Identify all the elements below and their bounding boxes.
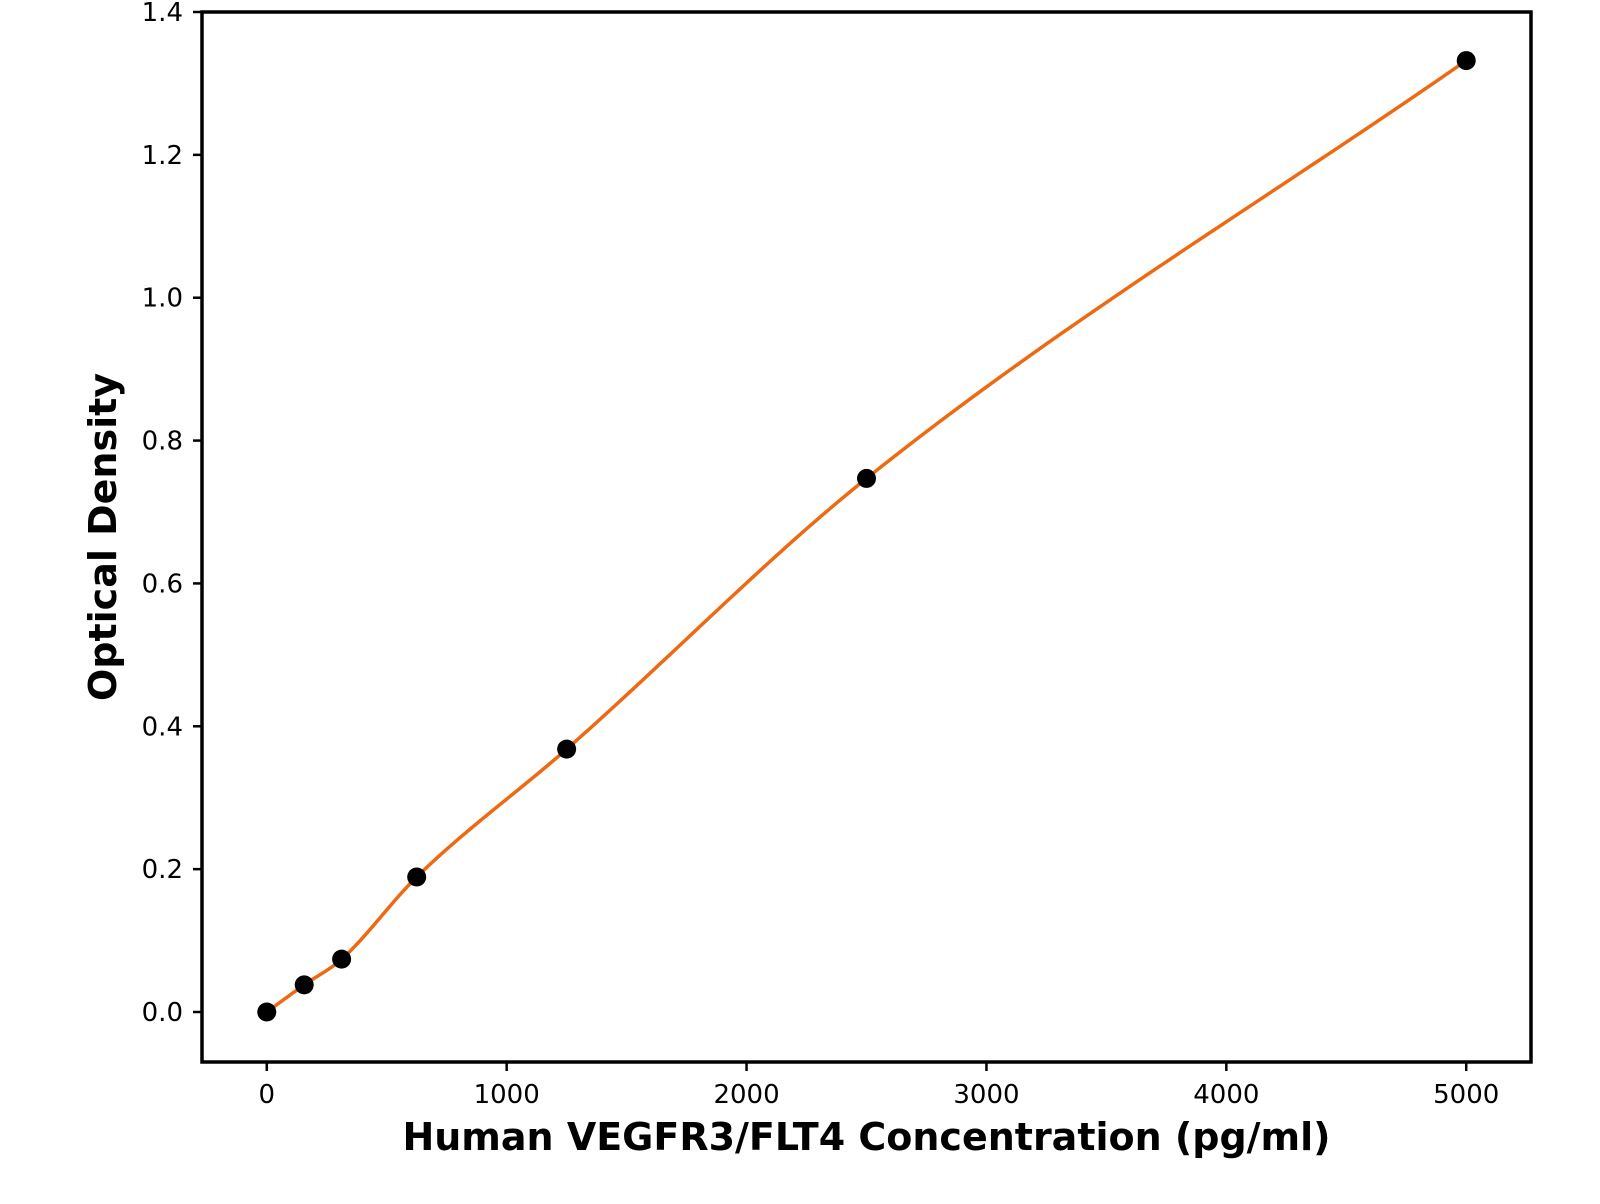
x-tick-label: 4000 bbox=[1193, 1080, 1259, 1110]
x-tick-label: 0 bbox=[258, 1080, 275, 1110]
x-tick-label: 3000 bbox=[953, 1080, 1019, 1110]
data-points-layer bbox=[257, 51, 1476, 1022]
y-tick-label: 0.8 bbox=[142, 427, 183, 457]
x-tick-label: 5000 bbox=[1433, 1080, 1499, 1110]
data-point bbox=[294, 975, 314, 995]
y-tick-label: 0.6 bbox=[142, 569, 183, 599]
y-tick-label: 0.4 bbox=[142, 712, 183, 742]
y-axis-title: Optical Density bbox=[81, 373, 125, 701]
data-point bbox=[407, 867, 427, 887]
fit-curve bbox=[265, 58, 1468, 1014]
y-tick-label: 1.2 bbox=[142, 141, 183, 171]
y-tick-label: 1.4 bbox=[142, 0, 183, 28]
y-axis-ticks: 0.0 0.2 0.4 0.6 0.8 1.0 1.2 1.4 bbox=[142, 0, 202, 1028]
data-point bbox=[857, 468, 876, 488]
x-tick-label: 2000 bbox=[713, 1080, 779, 1110]
plot-frame bbox=[200, 10, 1533, 1064]
data-point bbox=[557, 739, 577, 759]
fit-curve-layer bbox=[265, 58, 1468, 1014]
y-tick-label: 1.0 bbox=[142, 284, 183, 314]
data-point bbox=[257, 1002, 277, 1022]
x-axis-title: Human VEGFR3/FLT4 Concentration (pg/ml) bbox=[402, 1115, 1330, 1159]
y-tick-label: 0.2 bbox=[142, 855, 183, 885]
x-axis-ticks: 0 1000 2000 3000 4000 5000 bbox=[258, 1062, 1499, 1110]
x-tick-label: 1000 bbox=[474, 1080, 540, 1110]
data-point bbox=[1456, 51, 1476, 71]
data-point bbox=[332, 949, 352, 969]
y-tick-label: 0.0 bbox=[142, 998, 183, 1028]
